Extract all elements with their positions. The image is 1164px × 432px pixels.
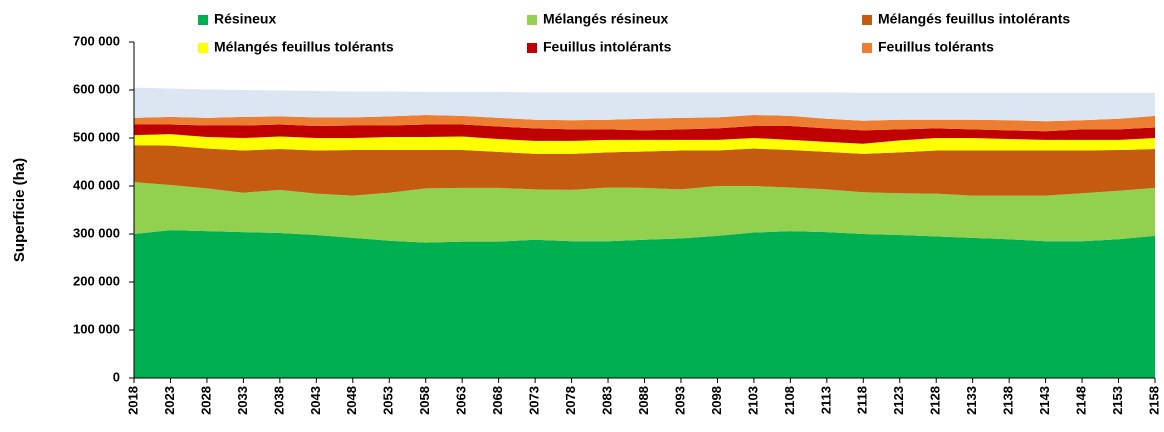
x-tick-label: 2088 (636, 386, 651, 415)
x-tick-label: 2123 (891, 386, 906, 415)
area (134, 114, 1155, 132)
legend-swatch (198, 43, 208, 53)
legend-swatch (862, 15, 872, 25)
area (134, 230, 1155, 378)
x-tick-label: 2108 (782, 386, 797, 415)
x-tick-label: 2073 (527, 386, 542, 415)
legend-label: Feuillus intolérants (543, 39, 672, 55)
legend-label: Résineux (214, 11, 276, 27)
legend-label: Mélangés résineux (543, 11, 668, 27)
x-tick-label: 2033 (235, 386, 250, 415)
x-tick-label: 2118 (855, 386, 870, 414)
x-tick-label: 2083 (599, 386, 614, 415)
x-tick-label: 2063 (454, 386, 469, 415)
y-tick-label: 700 000 (73, 33, 120, 48)
x-tick-label: 2113 (818, 386, 833, 414)
x-tick-label: 2103 (745, 386, 760, 415)
y-tick-label: 600 000 (73, 81, 120, 96)
x-tick-label: 2078 (563, 386, 578, 415)
x-tick-label: 2043 (308, 386, 323, 415)
x-tick-label: 2098 (709, 386, 724, 415)
legend-swatch (527, 15, 537, 25)
x-tick-label: 2128 (928, 386, 943, 415)
y-tick-label: 0 (113, 369, 120, 384)
legend-swatch (198, 15, 208, 25)
area (134, 134, 1155, 154)
x-tick-label: 2153 (1110, 386, 1125, 415)
x-tick-label: 2048 (344, 386, 359, 415)
x-tick-label: 2018 (125, 386, 140, 415)
legend-swatch (862, 43, 872, 53)
x-tick-label: 2058 (417, 386, 432, 415)
x-tick-label: 2028 (198, 386, 213, 415)
x-tick-label: 2133 (964, 386, 979, 415)
y-tick-label: 200 000 (73, 273, 120, 288)
area (134, 87, 1155, 122)
x-tick-label: 2093 (672, 386, 687, 415)
legend-label: Mélangés feuillus tolérants (214, 39, 394, 55)
y-tick-label: 400 000 (73, 177, 120, 192)
y-tick-label: 100 000 (73, 321, 120, 336)
x-tick-label: 2138 (1001, 386, 1016, 415)
x-tick-label: 2053 (381, 386, 396, 415)
y-axis-label: Superficie (ha) (11, 158, 28, 262)
legend-swatch (527, 43, 537, 53)
area (134, 182, 1155, 243)
x-tick-label: 2068 (490, 386, 505, 415)
x-tick-label: 2143 (1037, 386, 1052, 415)
x-tick-label: 2148 (1074, 386, 1089, 415)
legend-label: Feuillus tolérants (878, 39, 994, 55)
y-tick-label: 500 000 (73, 129, 120, 144)
area (134, 145, 1155, 196)
x-tick-label: 2158 (1146, 386, 1161, 415)
y-tick-label: 300 000 (73, 225, 120, 240)
legend-label: Mélangés feuillus intolérants (878, 11, 1070, 27)
x-tick-label: 2038 (271, 386, 286, 415)
x-tick-label: 2023 (162, 386, 177, 415)
